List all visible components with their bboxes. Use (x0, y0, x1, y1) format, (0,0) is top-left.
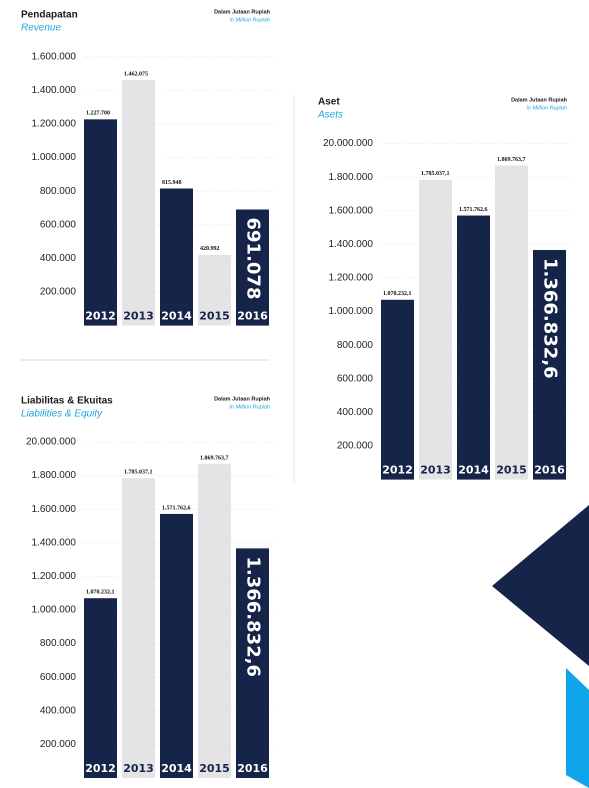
bar (160, 188, 193, 326)
y-tick-label: 1.200.000 (32, 571, 77, 582)
bar (122, 478, 155, 778)
value-label: 1.869.763,7 (200, 455, 229, 461)
value-label: 420.992 (200, 246, 220, 252)
bar (495, 165, 528, 480)
x-tick-label: 2014 (161, 310, 192, 323)
unit-note: Dalam Jutaan Rupiah (214, 396, 271, 402)
y-tick-label: 600.000 (337, 373, 374, 384)
x-tick-label: 2012 (85, 762, 116, 775)
chart-title: Liabilitas & Ekuitas (21, 396, 113, 407)
unit-note-en: In Million Rupiah (229, 17, 270, 23)
value-label: 1.366.832,6 (540, 258, 561, 379)
value-label: 1.869.763,7 (497, 157, 526, 163)
x-tick-label: 2013 (123, 310, 154, 323)
bar (160, 513, 193, 778)
y-tick-label: 1.600.000 (329, 205, 374, 216)
bar (533, 249, 566, 480)
decor-triangle (492, 505, 589, 666)
y-tick-label: 800.000 (40, 186, 77, 197)
y-tick-label: 1.000.000 (32, 605, 77, 616)
chart-subtitle: Asets (317, 110, 343, 121)
x-tick-label: 2016 (237, 762, 268, 775)
bar (198, 463, 231, 778)
y-tick-label: 1.600.000 (32, 51, 77, 62)
y-tick-label: 1.400.000 (329, 239, 374, 250)
y-tick-label: 20.000.000 (26, 437, 76, 448)
unit-note-en: In Million Rupiah (229, 404, 270, 410)
bar (381, 299, 414, 480)
y-tick-label: 1.400.000 (32, 85, 77, 96)
value-label: 1.785.037,1 (421, 171, 450, 177)
bar (419, 179, 452, 480)
y-tick-label: 400.000 (40, 705, 77, 716)
x-tick-label: 2014 (458, 464, 489, 477)
x-tick-label: 2013 (123, 762, 154, 775)
y-tick-label: 1.200.000 (329, 273, 374, 284)
y-tick-label: 600.000 (40, 219, 77, 230)
value-label: 1.571.762,6 (162, 505, 191, 511)
y-tick-label: 1.000.000 (329, 306, 374, 317)
value-label: 1.070.232,1 (383, 291, 412, 297)
x-tick-label: 2015 (199, 310, 230, 323)
y-tick-label: 1.600.000 (32, 504, 77, 515)
x-tick-label: 2015 (496, 464, 527, 477)
x-tick-label: 2015 (199, 762, 230, 775)
value-label: 1.070.232,1 (86, 590, 115, 596)
chart-title: Pendapatan (21, 10, 78, 21)
value-label: 1.366.832,6 (243, 556, 264, 677)
value-label: 691.078 (243, 217, 264, 299)
unit-note: Dalam Jutaan Rupiah (214, 9, 271, 15)
y-tick-label: 1.400.000 (32, 537, 77, 548)
value-label: 1.462.075 (124, 71, 148, 77)
chart-title: Aset (318, 97, 340, 108)
y-tick-label: 800.000 (337, 340, 374, 351)
y-tick-label: 200.000 (40, 739, 77, 750)
bar (236, 548, 269, 778)
bar (457, 215, 490, 480)
x-tick-label: 2013 (420, 464, 451, 477)
y-tick-label: 800.000 (40, 638, 77, 649)
unit-note: Dalam Jutaan Rupiah (511, 97, 568, 103)
y-tick-label: 200.000 (337, 441, 374, 452)
bar (84, 119, 117, 326)
x-tick-label: 2012 (85, 310, 116, 323)
value-label: 815.948 (162, 180, 182, 186)
x-tick-label: 2012 (382, 464, 413, 477)
bar (236, 209, 269, 326)
y-tick-label: 400.000 (337, 407, 374, 418)
chart-subtitle: Revenue (21, 23, 61, 34)
y-tick-label: 200.000 (40, 287, 77, 298)
bar (198, 254, 231, 326)
y-tick-label: 400.000 (40, 253, 77, 264)
x-tick-label: 2016 (534, 464, 565, 477)
y-tick-label: 600.000 (40, 672, 77, 683)
unit-note-en: In Million Rupiah (526, 105, 567, 111)
y-tick-label: 1.200.000 (32, 119, 77, 130)
bar (84, 598, 117, 778)
y-tick-label: 20.000.000 (323, 138, 373, 149)
y-tick-label: 1.800.000 (32, 470, 77, 481)
value-label: 1.227.700 (86, 111, 110, 117)
y-tick-label: 1.000.000 (32, 152, 77, 163)
value-label: 1.571.762,6 (459, 207, 488, 213)
x-tick-label: 2016 (237, 310, 268, 323)
value-label: 1.785.037,1 (124, 469, 153, 475)
y-tick-label: 1.800.000 (329, 172, 374, 183)
bar (122, 79, 155, 326)
chart-subtitle: Liabilities & Equity (21, 409, 103, 420)
decor-shape (566, 668, 589, 788)
x-tick-label: 2014 (161, 762, 192, 775)
